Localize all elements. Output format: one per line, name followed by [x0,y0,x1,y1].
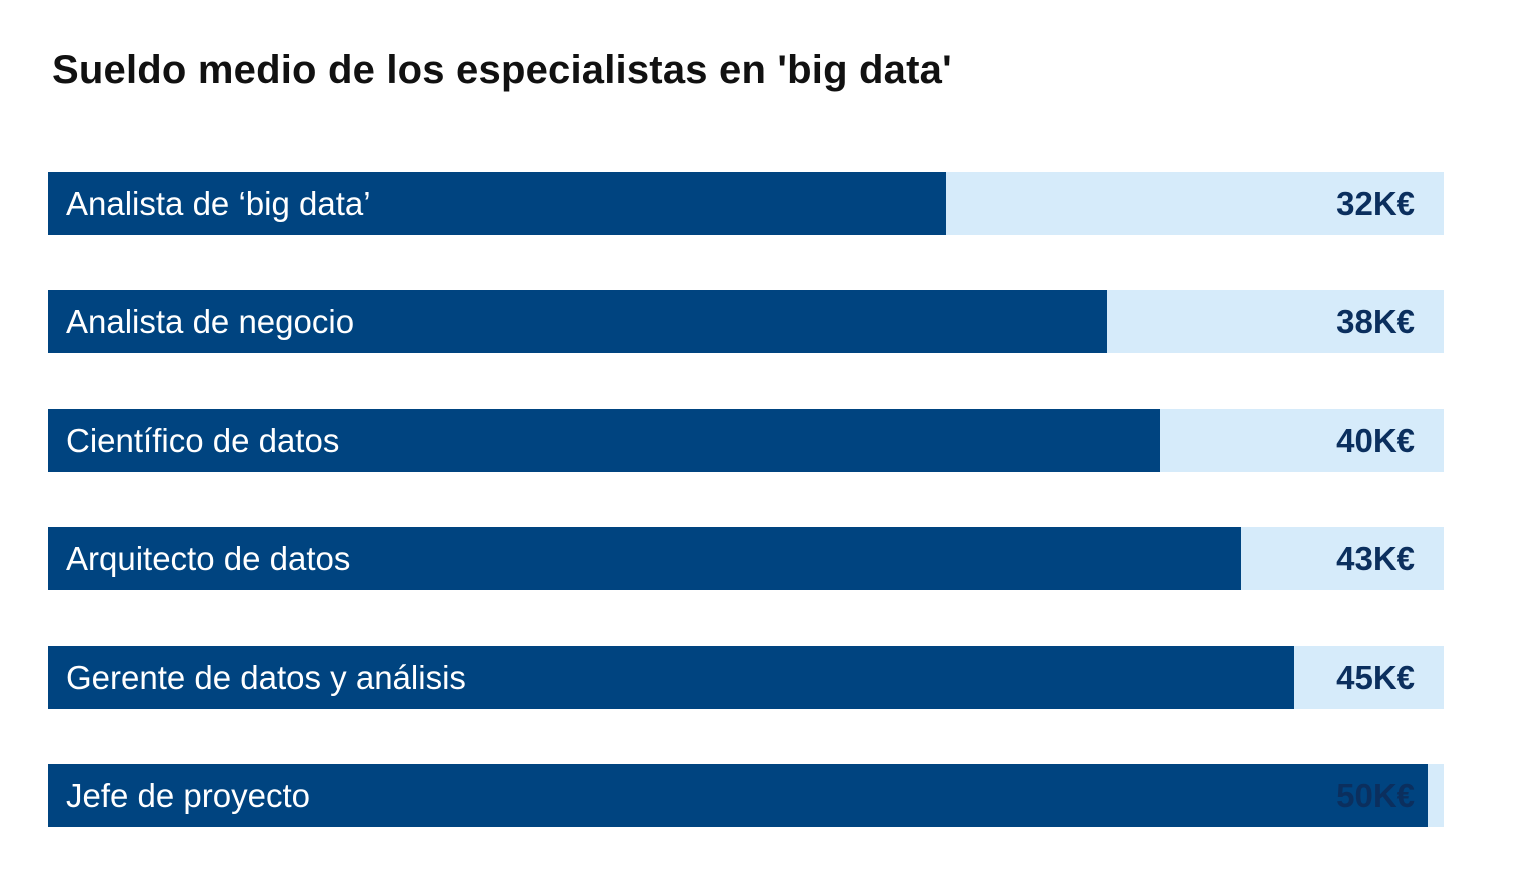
bar-row: Científico de datos 40K€ [48,409,1444,472]
bar [48,409,1161,472]
bar-category-label: Analista de ‘big data’ [66,185,371,222]
bar-row: Analista de negocio 38K€ [48,290,1444,353]
bar-row: Gerente de datos y análisis 45K€ [48,646,1444,709]
bar-category-label: Jefe de proyecto [66,777,310,814]
bar-value-label: 40K€ [1336,422,1415,459]
chart-title: Sueldo medio de los especialistas en 'bi… [52,48,952,92]
bar-value-label: 32K€ [1336,185,1415,222]
bar-category-label: Gerente de datos y análisis [66,659,466,696]
bar-row: Analista de ‘big data’ 32K€ [48,172,1444,235]
bar [48,646,1295,709]
bar-value-label: 38K€ [1336,303,1415,340]
bar [48,172,946,235]
bar-category-label: Científico de datos [66,422,340,459]
bar [48,527,1241,590]
bar-category-label: Analista de negocio [66,303,355,340]
bar [48,764,1429,827]
bar-value-label: 45K€ [1336,659,1415,696]
bar-value-label: 50K€ [1336,777,1415,814]
bar-category-label: Arquitecto de datos [66,540,351,577]
bar [48,290,1107,353]
bar-row: Arquitecto de datos 43K€ [48,527,1444,590]
bar-row: Jefe de proyecto 50K€ [48,764,1444,827]
bar-value-label: 43K€ [1336,540,1415,577]
